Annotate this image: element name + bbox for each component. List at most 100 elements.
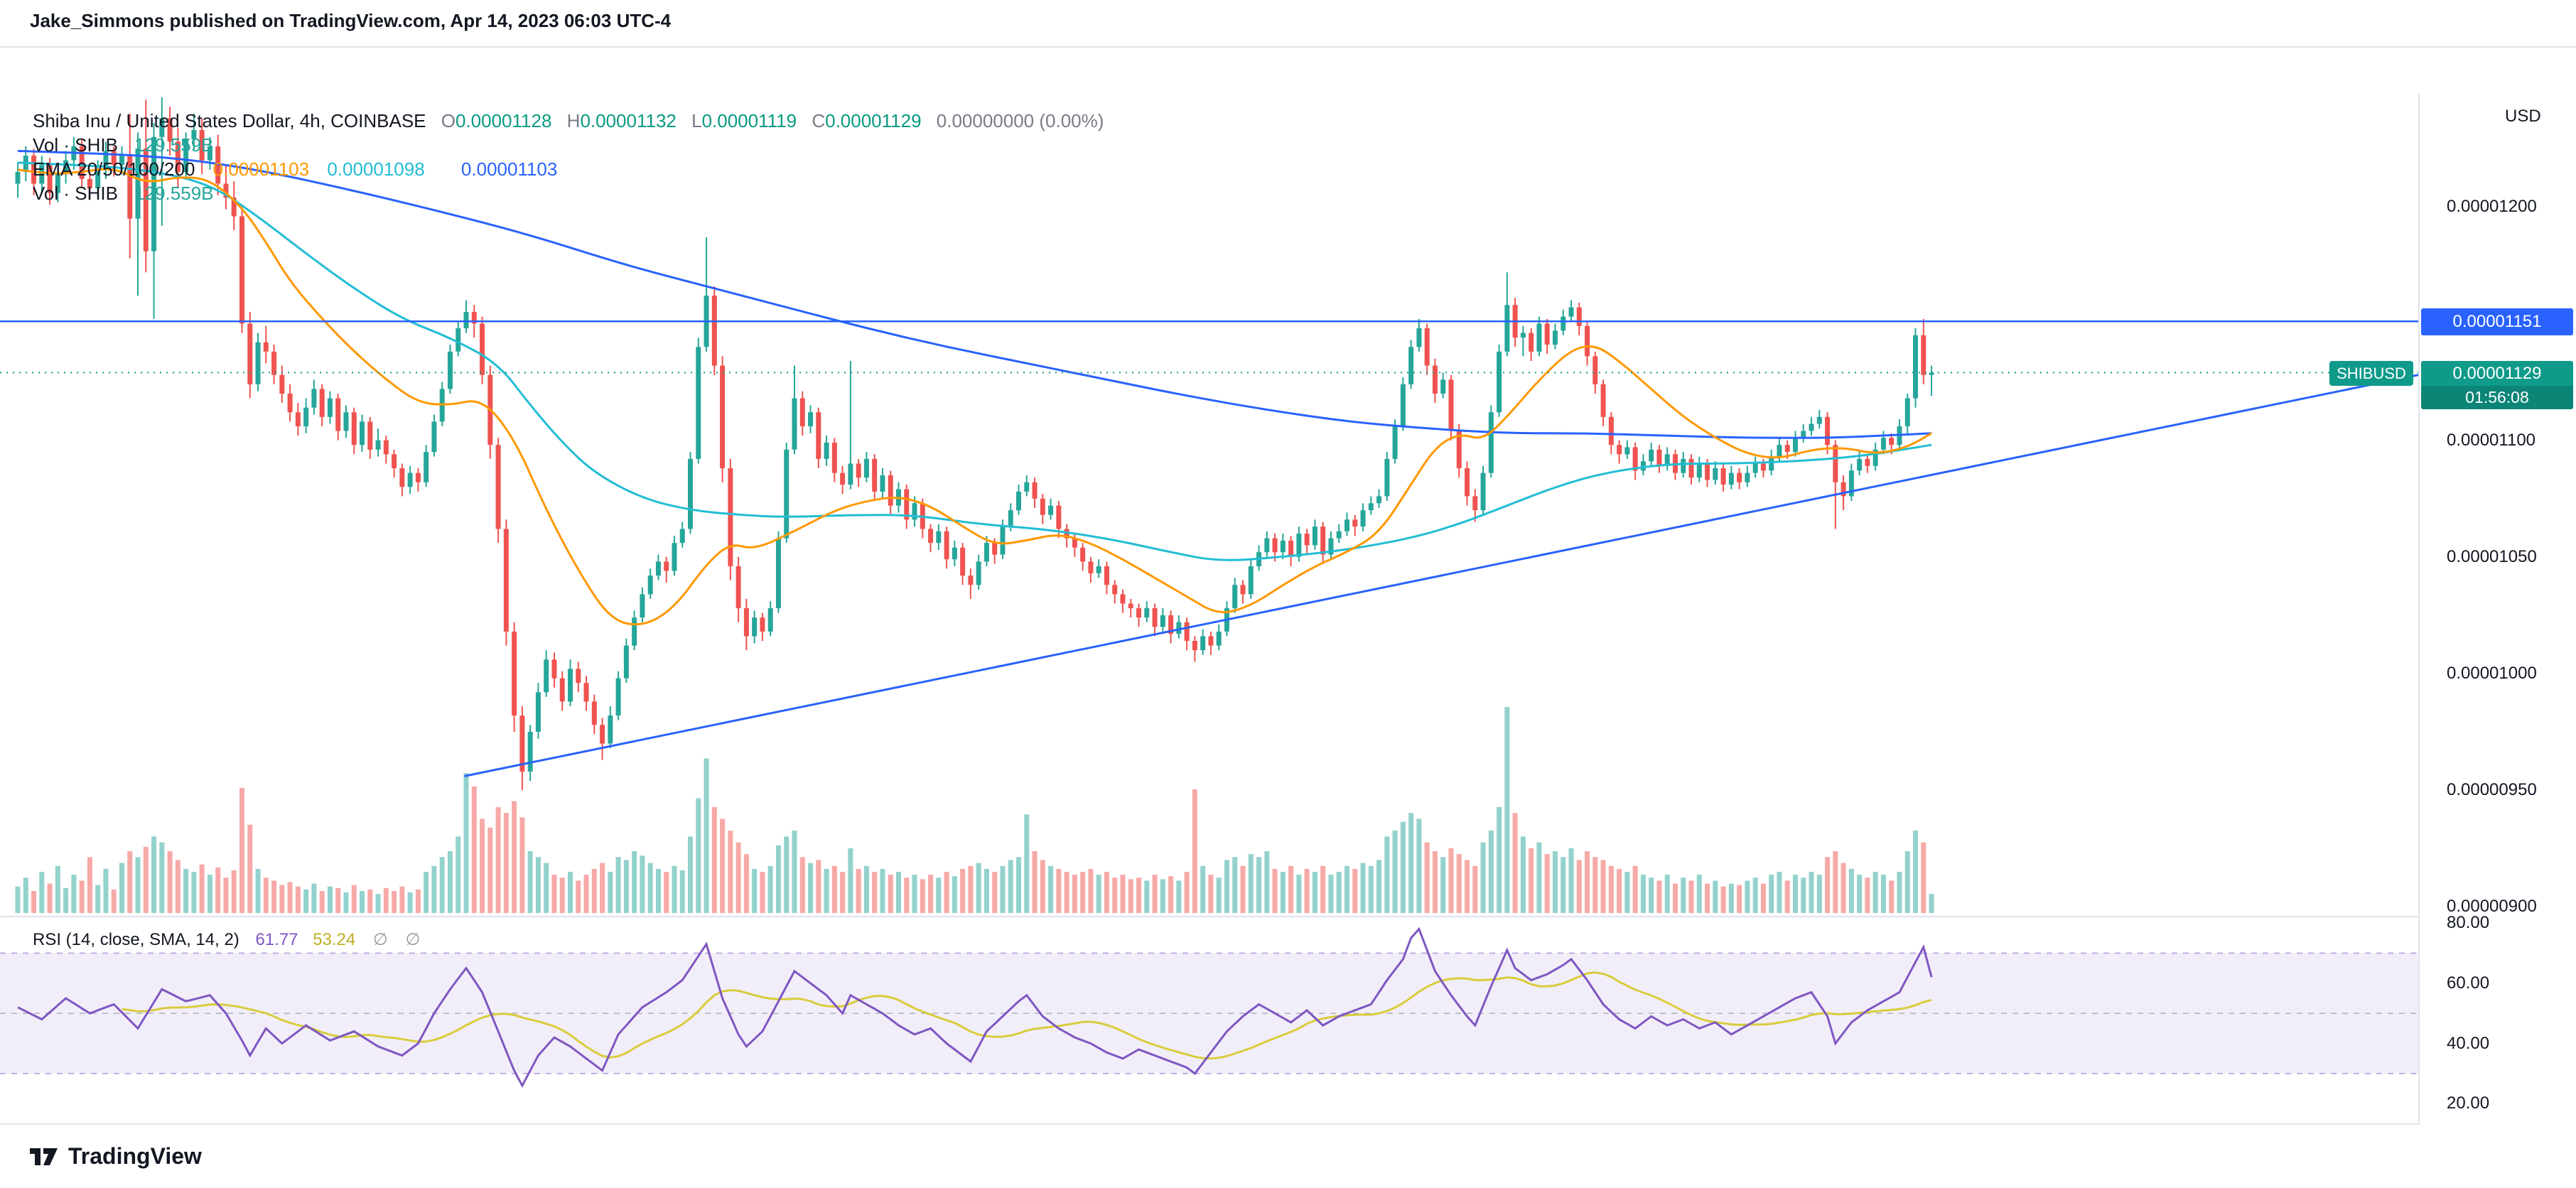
- legend-symbol-row[interactable]: Shiba Inu / United States Dollar, 4h, CO…: [33, 109, 1104, 133]
- volume-bar: [360, 890, 365, 913]
- rsi-indicator-label[interactable]: RSI (14, close, SMA, 14, 2): [33, 930, 239, 949]
- candle-body: [1088, 561, 1094, 573]
- volume-bar: [1897, 872, 1902, 913]
- volume-bar: [1360, 863, 1366, 913]
- volume-bar: [1176, 880, 1182, 913]
- ema-indicator-label[interactable]: EMA 20/50/100/200: [33, 158, 195, 180]
- legend-volume-row-1[interactable]: Vol · SHIB 129.559B: [33, 133, 1104, 157]
- volume-bar: [1056, 868, 1062, 913]
- candle-body: [1585, 325, 1590, 357]
- ema20-line: [17, 168, 1932, 626]
- volume-bar: [1328, 875, 1334, 913]
- rsi-pane-canvas[interactable]: [0, 917, 2418, 1128]
- ohlc-open-value: 0.00001128: [455, 110, 552, 131]
- volume-indicator-value: 129.559B: [134, 134, 214, 156]
- candle-body: [495, 445, 501, 529]
- legend-volume-row-2[interactable]: Vol · SHIB 129.559B: [33, 181, 1104, 205]
- volume-bar: [816, 860, 821, 913]
- candle-body: [775, 538, 781, 608]
- ohlc-low-label: L: [691, 110, 702, 131]
- candle-body: [672, 543, 677, 571]
- candle-body: [1424, 328, 1430, 366]
- volume-bar: [456, 836, 461, 913]
- candle-body: [63, 160, 69, 175]
- volume-bar: [47, 883, 53, 913]
- volume-bar: [1448, 848, 1454, 913]
- candle-body: [1529, 333, 1534, 352]
- volume-bar: [399, 886, 405, 913]
- rsi-legend-row[interactable]: RSI (14, close, SMA, 14, 2) 61.77 53.24 …: [33, 929, 420, 951]
- volume-indicator-label-2[interactable]: Vol · SHIB: [33, 183, 118, 204]
- candle-body: [1208, 636, 1214, 646]
- volume-bar: [303, 889, 309, 913]
- muted-source-icon: ∅: [372, 930, 388, 949]
- volume-bar: [615, 857, 621, 913]
- volume-bar: [704, 758, 709, 913]
- volume-bar: [1336, 872, 1342, 913]
- pane-separator[interactable]: [0, 916, 2418, 917]
- price-tick-label: 0.00001050: [2447, 546, 2537, 566]
- main-legend: Shiba Inu / United States Dollar, 4h, CO…: [33, 109, 1104, 205]
- volume-bar: [1632, 865, 1638, 913]
- volume-bar: [608, 872, 613, 913]
- tradingview-wordmark: TradingView: [68, 1143, 202, 1169]
- volume-bar: [1784, 880, 1790, 913]
- volume-bar: [856, 868, 861, 913]
- candle-body: [632, 617, 637, 646]
- volume-bar: [1080, 872, 1086, 913]
- candle-body: [824, 442, 829, 459]
- currency-label[interactable]: USD: [2505, 107, 2541, 126]
- candle-body: [1784, 445, 1790, 452]
- price-axis[interactable]: USD 0.00001151 0.00001129 01:56:08 0.000…: [2420, 94, 2576, 1172]
- price-chart-canvas[interactable]: [0, 94, 2418, 917]
- volume-bar: [143, 846, 149, 913]
- candle-body: [831, 442, 837, 473]
- volume-bar: [95, 885, 101, 913]
- candle-body: [431, 421, 437, 453]
- candle-body: [1857, 458, 1863, 471]
- candle-body: [1392, 426, 1398, 459]
- candle-body: [1120, 594, 1126, 604]
- candle-body: [399, 468, 405, 487]
- candle-body: [968, 576, 974, 585]
- volume-bar: [944, 872, 949, 913]
- candle-body: [456, 328, 461, 352]
- volume-bar: [295, 886, 301, 913]
- candle-body: [1593, 356, 1598, 384]
- volume-bar: [1040, 860, 1045, 913]
- volume-bar: [664, 872, 669, 913]
- volume-bar: [1288, 865, 1294, 913]
- volume-bar: [1440, 857, 1446, 913]
- volume-bar: [1208, 875, 1214, 913]
- volume-bar: [1096, 875, 1101, 913]
- volume-bar: [1752, 878, 1758, 913]
- legend-ema-row[interactable]: EMA 20/50/100/200 0.00001103 0.00001098 …: [33, 157, 1104, 181]
- candle-body: [127, 156, 133, 219]
- candle-body: [231, 198, 237, 217]
- volume-bar: [1825, 857, 1831, 913]
- candle-body: [183, 139, 189, 173]
- ohlc-low-value: 0.00001119: [701, 110, 797, 131]
- volume-bar: [55, 865, 60, 913]
- tradingview-link[interactable]: TradingView: [30, 1143, 202, 1170]
- candle-body: [343, 412, 349, 431]
- price-tick-label: 0.00001100: [2447, 430, 2536, 450]
- volume-indicator-label[interactable]: Vol · SHIB: [33, 134, 118, 156]
- volume-bar: [1728, 883, 1734, 913]
- candle-body: [1048, 505, 1054, 515]
- candle-body: [199, 130, 205, 161]
- candle-body: [255, 342, 261, 384]
- candle-body: [295, 412, 301, 426]
- candle-body: [1497, 351, 1502, 413]
- volume-bar: [735, 842, 741, 913]
- candle-body: [1752, 463, 1758, 473]
- candle-body: [1344, 519, 1349, 531]
- candle-body: [1440, 379, 1446, 394]
- rsi-tick-label: 40.00: [2447, 1033, 2490, 1053]
- candle-body: [848, 463, 853, 485]
- volume-bar: [1120, 875, 1126, 913]
- volume-bar: [1801, 878, 1806, 913]
- symbol-title[interactable]: Shiba Inu / United States Dollar, 4h, CO…: [33, 110, 426, 131]
- candle-body: [615, 678, 621, 716]
- candle-body: [1016, 491, 1021, 511]
